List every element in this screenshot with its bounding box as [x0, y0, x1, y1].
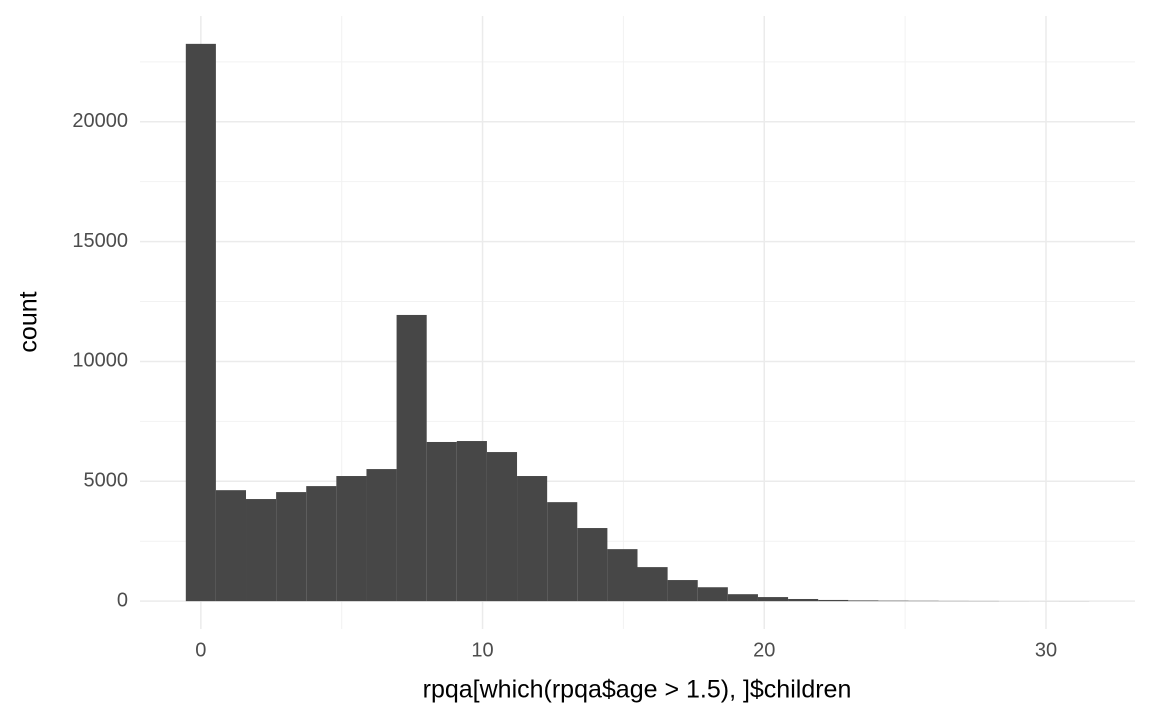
x-tick-label: 10	[471, 639, 493, 661]
bar	[396, 314, 427, 602]
bar	[185, 43, 216, 602]
bar	[727, 594, 758, 602]
y-tick-label: 5000	[84, 470, 129, 492]
bar	[306, 486, 337, 602]
bar	[276, 492, 307, 602]
y-tick-label: 10000	[72, 350, 128, 372]
bar	[517, 476, 548, 602]
bar	[215, 490, 247, 602]
bar	[697, 587, 728, 602]
bar	[848, 600, 879, 602]
bar	[667, 580, 698, 602]
bar	[788, 598, 819, 602]
y-tick-label: 20000	[72, 110, 128, 132]
bar	[577, 528, 608, 602]
bar	[486, 452, 518, 602]
y-tick-label: 15000	[72, 230, 128, 252]
x-tick-label: 0	[195, 639, 206, 661]
x-axis-title: rpqa[which(rpqa$age > 1.5), ]$children	[423, 676, 852, 704]
y-tick-label: 0	[117, 589, 128, 611]
y-axis-title: count	[15, 291, 43, 352]
bar	[426, 441, 457, 602]
bar	[336, 476, 367, 602]
bar	[246, 499, 277, 602]
x-tick-label: 20	[753, 639, 775, 661]
bar	[547, 502, 578, 602]
x-tick-label: 30	[1035, 639, 1057, 661]
bar	[366, 469, 397, 602]
bar	[607, 549, 638, 602]
bar	[757, 597, 789, 602]
bar	[456, 441, 487, 602]
bar	[637, 567, 668, 602]
bar	[818, 599, 849, 602]
